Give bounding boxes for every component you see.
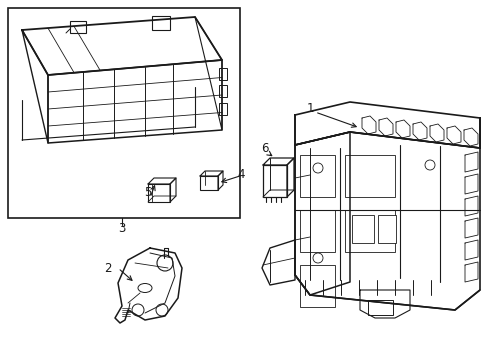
- Text: 5: 5: [145, 186, 152, 199]
- Bar: [219, 103, 227, 115]
- Text: 6: 6: [261, 141, 269, 154]
- Bar: [8, 8, 240, 218]
- Bar: [263, 165, 287, 197]
- Bar: [219, 85, 227, 97]
- Bar: [378, 215, 396, 243]
- Circle shape: [313, 253, 323, 263]
- Circle shape: [313, 163, 323, 173]
- Bar: [152, 16, 170, 30]
- Bar: [200, 176, 218, 190]
- Text: 3: 3: [118, 221, 126, 234]
- Text: 1: 1: [306, 102, 314, 114]
- Bar: [345, 155, 395, 197]
- Circle shape: [132, 304, 144, 316]
- Bar: [300, 265, 335, 307]
- Ellipse shape: [138, 284, 152, 292]
- Text: 2: 2: [104, 261, 112, 274]
- Bar: [368, 300, 393, 315]
- Circle shape: [425, 160, 435, 170]
- Bar: [219, 68, 227, 80]
- Text: 4: 4: [237, 168, 245, 181]
- Bar: [70, 21, 86, 33]
- Circle shape: [157, 255, 173, 271]
- Bar: [148, 184, 170, 202]
- Bar: [300, 210, 335, 252]
- Bar: [300, 155, 335, 197]
- Circle shape: [156, 304, 168, 316]
- Bar: [345, 210, 395, 252]
- Bar: [352, 215, 374, 243]
